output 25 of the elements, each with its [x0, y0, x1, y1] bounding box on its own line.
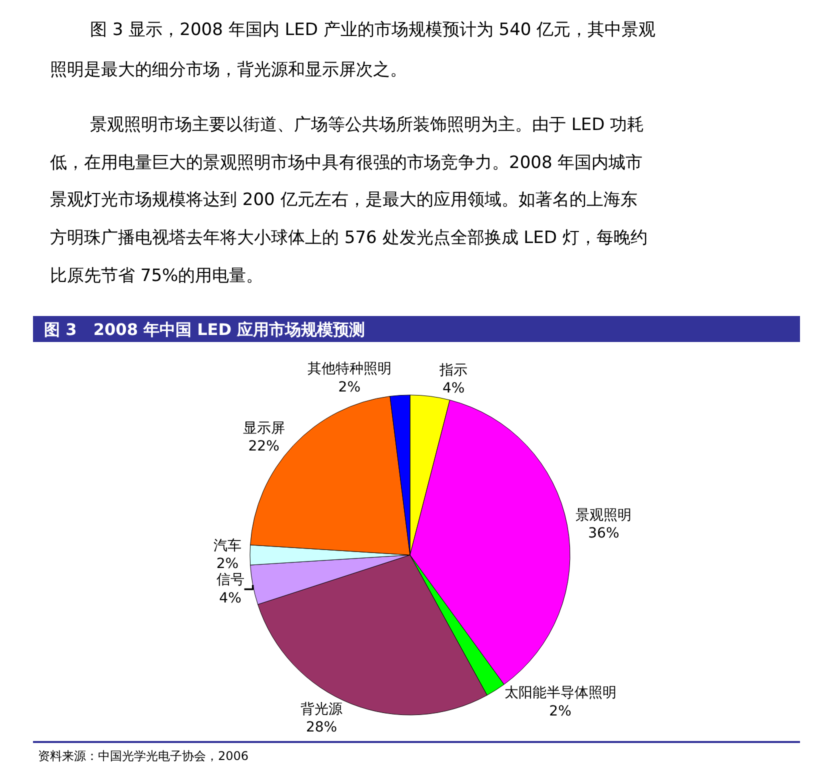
text: 照明是最大的细分市场，背光源和显示屏次之。 [50, 60, 407, 80]
data-label: 36% [588, 526, 620, 542]
slice-label: 指示 [438, 362, 468, 378]
slice-label: 背光源 [300, 701, 343, 718]
slice-label: 其他特种照明 [307, 361, 392, 378]
data-label: 4% [442, 380, 465, 397]
data-label: 28% [306, 720, 338, 736]
text: 方明珠广播电视塔去年将大小球体上的 576 处发光点全部换成 LED 灯，每晚约 [50, 228, 648, 248]
slice-label: 景观照明 [576, 507, 632, 524]
text: 景观灯光市场规模将达到 200 亿元左右，是最大的应用领域。如著名的上海东 [50, 190, 638, 210]
slice-label: 太阳能半导体照明 [504, 685, 616, 702]
data-label: 22% [248, 438, 280, 455]
text: 资料来源：中国光学光电子协会，2006 [38, 749, 249, 763]
caption: 图 3 显示，2008 年国内 LED 产业的市场规模预计为 540 亿元，其中景观 [90, 20, 656, 40]
data-label: 4% [219, 590, 242, 606]
data-label: 2% [338, 379, 361, 396]
slice-label: 信号 [216, 572, 244, 588]
chart-title: 图 3 2008 年中国 LED 应用市场规模预测 [44, 320, 366, 339]
data-label: 2% [549, 703, 572, 720]
slice-label: 显示屏 [242, 420, 285, 436]
text: 比原先节省 75%的用电量。 [50, 266, 264, 286]
slice-label: 汽车 [213, 538, 242, 554]
text: 低，在用电量巨大的景观照明市场中具有很强的市场竞争力。2008 年国内城市 [50, 153, 643, 173]
text: 景观照明市场主要以街道、广场等公共场所装饰照明为主。由于 LED 功耗 [90, 115, 644, 135]
data-label: 2% [216, 556, 239, 572]
